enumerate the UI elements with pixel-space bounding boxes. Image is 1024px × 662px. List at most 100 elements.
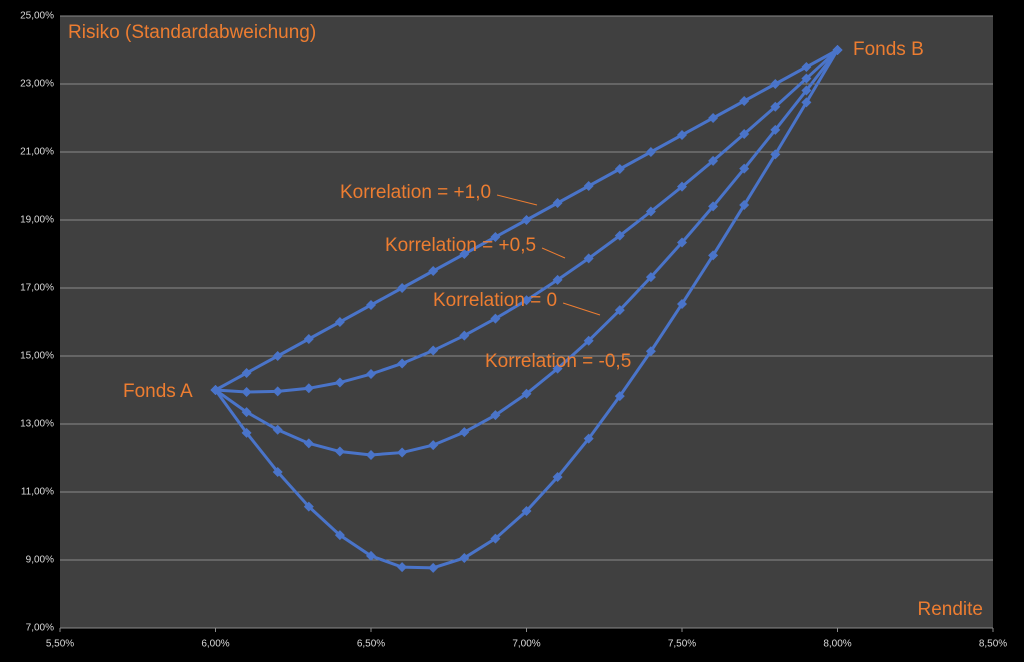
data-point	[490, 410, 501, 421]
data-point	[272, 466, 283, 477]
series-label: Korrelation = 0	[433, 290, 557, 311]
x-tick-label: 6,50%	[357, 639, 385, 650]
data-point	[397, 283, 408, 293]
data-point	[614, 230, 625, 241]
data-point	[645, 346, 656, 357]
data-point	[739, 96, 750, 106]
data-point	[770, 149, 781, 160]
y-tick-label: 23,00%	[20, 79, 54, 90]
data-point	[241, 368, 252, 378]
series-label: Korrelation = +0,5	[385, 235, 536, 256]
data-point	[801, 73, 812, 84]
series-label: Korrelation = -0,5	[485, 351, 631, 372]
data-point	[521, 215, 532, 225]
data-point	[241, 387, 252, 398]
data-point	[397, 358, 408, 369]
data-point	[272, 351, 283, 361]
annotation: Fonds A	[123, 381, 193, 402]
data-point	[770, 124, 781, 135]
data-point	[397, 562, 408, 573]
y-tick-label: 19,00%	[20, 215, 54, 226]
data-point	[303, 438, 314, 449]
data-point	[583, 181, 594, 191]
data-point	[521, 295, 532, 306]
data-point	[677, 130, 687, 140]
data-point	[708, 155, 719, 166]
data-point	[552, 198, 563, 208]
data-point	[708, 250, 719, 261]
data-point	[521, 506, 532, 517]
data-point	[739, 200, 750, 211]
data-point	[645, 147, 656, 157]
data-point	[583, 433, 594, 444]
data-point	[490, 232, 501, 242]
y-tick-label: 25,00%	[20, 11, 54, 22]
data-point	[303, 383, 314, 394]
data-point	[614, 391, 625, 402]
y-tick-label: 17,00%	[20, 283, 54, 294]
x-tick-label: 8,50%	[979, 639, 1007, 650]
data-point	[521, 388, 532, 399]
series-label: Korrelation = +1,0	[340, 182, 491, 203]
y-tick-label: 15,00%	[20, 351, 54, 362]
data-point	[645, 206, 656, 217]
data-point	[366, 449, 376, 460]
leader-line	[562, 302, 601, 316]
y-tick-label: 9,00%	[26, 555, 54, 566]
data-point	[428, 266, 439, 276]
data-point	[832, 45, 843, 55]
data-point	[210, 385, 221, 395]
data-point	[801, 97, 812, 108]
data-point	[614, 164, 625, 174]
data-point	[708, 113, 719, 123]
x-tick-label: 7,00%	[512, 639, 540, 650]
data-point	[552, 472, 563, 483]
x-tick-label: 6,00%	[201, 639, 229, 650]
data-point	[677, 298, 687, 309]
data-point	[334, 530, 345, 541]
data-point	[428, 345, 439, 356]
data-point	[272, 386, 283, 397]
data-point	[366, 300, 376, 310]
data-point	[552, 363, 563, 374]
data-point	[583, 335, 594, 346]
data-point	[645, 272, 656, 283]
x-tick-label: 5,50%	[46, 639, 74, 650]
leader-line	[496, 194, 538, 206]
leader-line	[541, 247, 566, 259]
data-point	[739, 163, 750, 174]
data-point	[334, 377, 345, 388]
data-point	[490, 533, 501, 544]
x-tick-label: 8,00%	[823, 639, 851, 650]
data-point	[739, 128, 750, 139]
data-point	[241, 407, 252, 418]
y-axis-title: Risiko (Standardabweichung)	[68, 22, 316, 43]
data-point	[801, 85, 812, 96]
data-point	[677, 181, 687, 192]
data-point	[397, 447, 408, 458]
data-point	[459, 249, 470, 259]
data-point	[303, 501, 314, 512]
y-tick-label: 11,00%	[21, 487, 54, 498]
y-tick-label: 13,00%	[20, 419, 54, 430]
data-point	[334, 317, 345, 327]
x-axis-title: Rendite	[918, 599, 984, 620]
data-point	[490, 313, 501, 324]
x-tick-label: 7,50%	[668, 639, 696, 650]
data-point	[241, 427, 252, 438]
data-point	[459, 427, 470, 438]
data-point	[366, 550, 376, 561]
data-point	[272, 424, 283, 435]
plot-area	[60, 16, 993, 628]
data-point	[459, 552, 470, 563]
data-point	[428, 562, 439, 573]
data-point	[428, 440, 439, 451]
data-point	[334, 446, 345, 457]
y-tick-label: 7,00%	[26, 623, 54, 634]
data-point	[770, 101, 781, 112]
data-point	[677, 237, 687, 248]
data-point	[366, 369, 376, 380]
data-point	[552, 274, 563, 285]
data-point	[583, 253, 594, 264]
